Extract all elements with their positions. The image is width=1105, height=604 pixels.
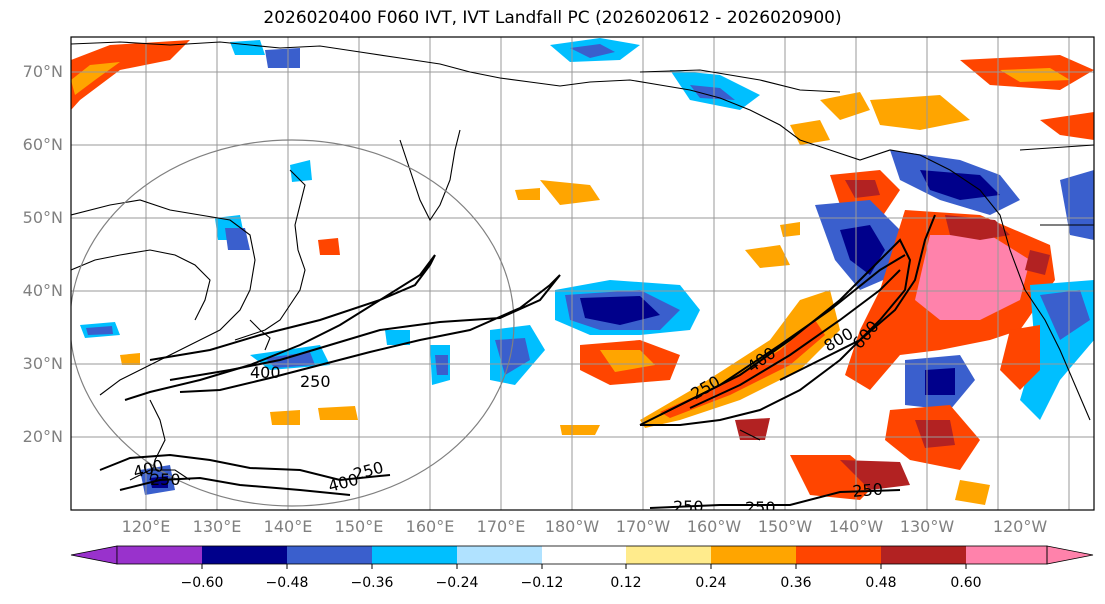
colorbar-segment (881, 546, 966, 564)
lon-label: 140°E (263, 517, 313, 536)
colorbar-segment (372, 546, 457, 564)
lat-label: 60°N (22, 135, 63, 154)
colorbar-tick-label: −0.12 (520, 575, 564, 591)
region-circle (71, 139, 515, 507)
contour-label: 250 (300, 372, 331, 391)
colorbar (70, 545, 1094, 569)
colorbar-tick-label: −0.48 (265, 575, 309, 591)
colorbar-segment (287, 546, 372, 564)
colorbar-segment (711, 546, 796, 564)
lon-label: 120°E (121, 517, 171, 536)
lon-label: 150°E (334, 517, 384, 536)
colorbar-tick-label: −0.60 (180, 575, 224, 591)
lat-label: 50°N (22, 208, 63, 227)
contour-label: 400 (250, 363, 281, 382)
colorbar-extend-low (70, 545, 118, 565)
colorbar-segment (542, 546, 626, 564)
ivt-pc-shading (71, 38, 1094, 505)
colorbar-tick-label: 0.48 (865, 575, 897, 591)
lat-label: 30°N (22, 354, 63, 373)
colorbar-tick-label: 0.60 (950, 575, 982, 591)
map-frame (70, 36, 1095, 511)
map-title: 2026020400 F060 IVT, IVT Landfall PC (20… (263, 8, 842, 28)
lon-label: 130°W (899, 517, 955, 536)
colorbar-segment (117, 546, 202, 564)
colorbar-extend-high (1046, 545, 1094, 565)
lon-label: 160°E (405, 517, 455, 536)
lat-label: 20°N (22, 427, 63, 446)
colorbar-tick-label: −0.36 (350, 575, 394, 591)
colorbar-tick-label: 0.12 (610, 575, 642, 591)
colorbar-segment (202, 546, 287, 564)
lon-label: 180°W (544, 517, 600, 536)
lat-label: 40°N (22, 281, 63, 300)
lon-label: 150°W (757, 517, 813, 536)
coastlines (71, 41, 1094, 481)
colorbar-tick-label: −0.24 (435, 575, 479, 591)
colorbar-segment (457, 546, 542, 564)
colorbar-segment (966, 546, 1047, 564)
lon-label: 140°W (828, 517, 884, 536)
lon-label: 130°E (192, 517, 242, 536)
lon-label: 120°W (992, 517, 1048, 536)
colorbar-tick-label: 0.24 (695, 575, 727, 591)
lon-label: 170°E (476, 517, 526, 536)
lat-label: 70°N (22, 62, 63, 81)
map-graticule (71, 37, 1094, 510)
contour-label: 250 (852, 479, 884, 501)
colorbar-segment (796, 546, 881, 564)
contour-label: 250 (150, 470, 181, 489)
colorbar-tick-label: 0.36 (780, 575, 812, 591)
lon-label: 160°W (686, 517, 742, 536)
contour-label: 250 (673, 497, 704, 516)
ivt-contours (99, 214, 936, 509)
colorbar-segment (626, 546, 711, 564)
contour-label: 250 (745, 498, 776, 517)
lon-label: 170°W (615, 517, 671, 536)
